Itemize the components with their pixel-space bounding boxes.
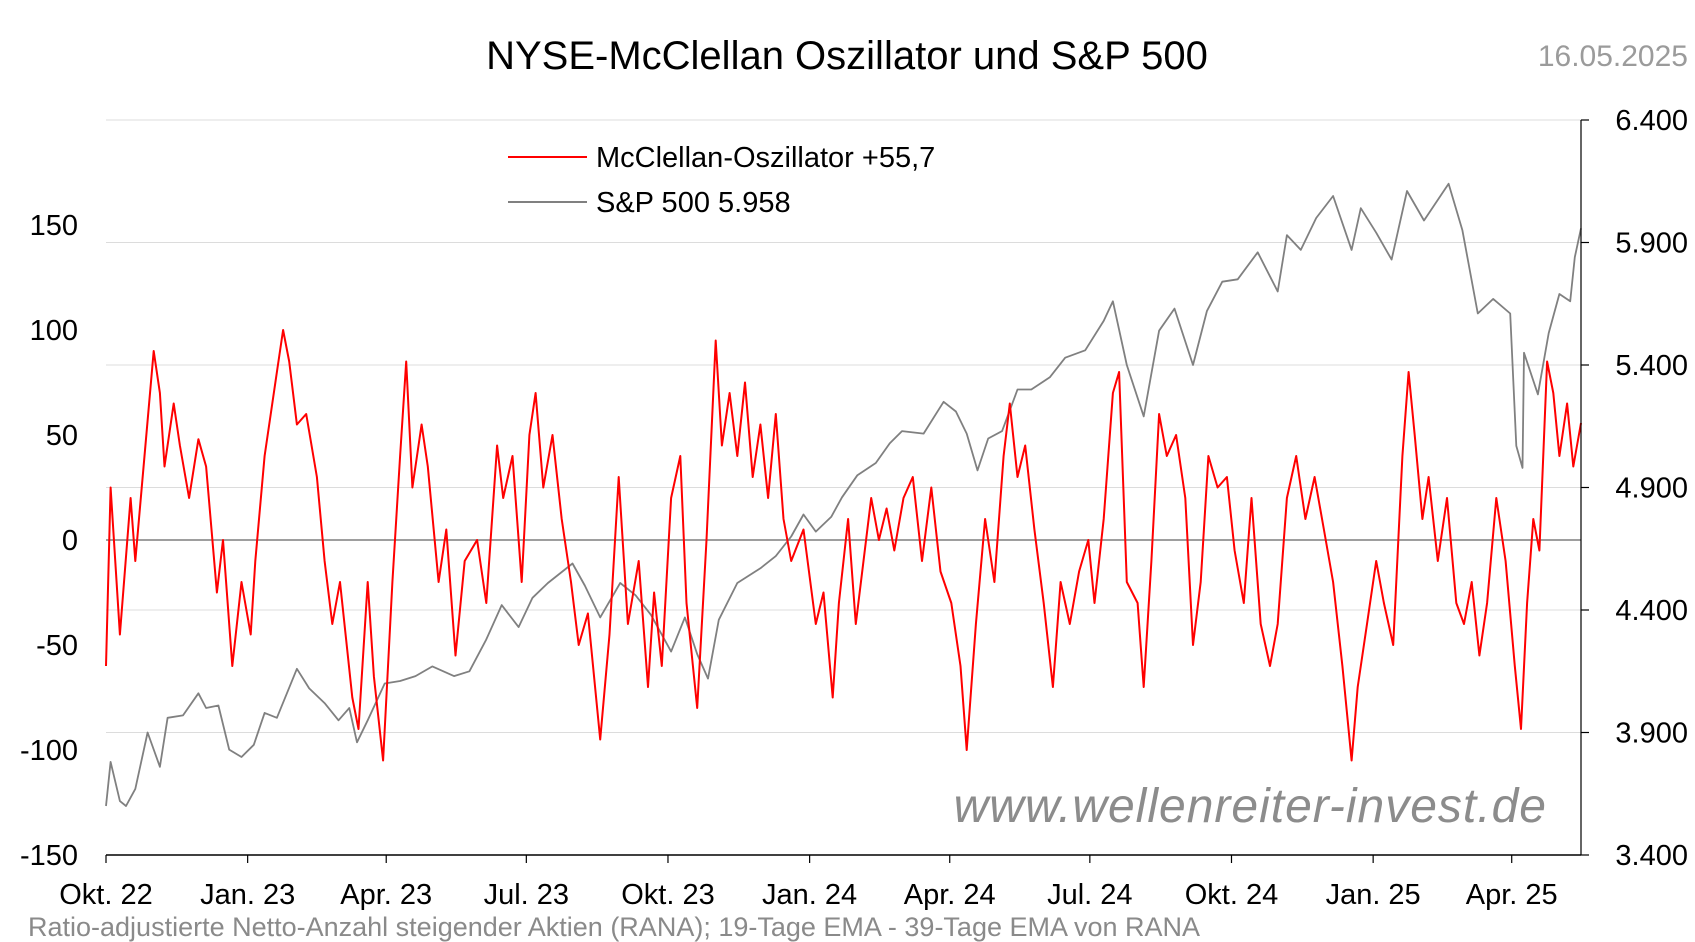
x-tick-label: Jan. 25	[1326, 879, 1421, 911]
x-tick-label: Apr. 24	[904, 879, 996, 911]
series-line-mcclellan	[105, 329, 1582, 762]
x-tick-label: Jul. 23	[484, 879, 569, 911]
x-tick-label: Apr. 25	[1466, 879, 1558, 911]
y-right-tick-label: 4.400	[1615, 595, 1688, 627]
y-right-tick-label: 5.400	[1615, 350, 1688, 382]
y-right-tick-label: 3.400	[1615, 840, 1688, 872]
x-tick-label: Jul. 24	[1047, 879, 1132, 911]
legend-label: McClellan-Oszillator +55,7	[596, 142, 935, 174]
x-tick-label: Okt. 22	[59, 879, 153, 911]
series-line-sp500	[105, 182, 1582, 807]
y-left-tick-label: -50	[36, 630, 78, 662]
y-left-tick-label: 50	[46, 420, 78, 452]
axes: Okt. 22 Jan. 23 Apr. 23 Jul. 23 Okt. 23 Jan. …	[20, 105, 1688, 911]
chart-date: 16.05.2025	[1538, 40, 1688, 73]
x-tick-label: Jan. 24	[762, 879, 857, 911]
chart-title: NYSE-McClellan Oszillator und S&P 500	[486, 34, 1208, 78]
x-tick-label: Apr. 23	[340, 879, 432, 911]
x-tick-label: Okt. 24	[1185, 879, 1279, 911]
x-tick-label: Okt. 23	[621, 879, 715, 911]
y-left-tick-label: 100	[30, 315, 78, 347]
gridlines	[106, 119, 1581, 733]
y-right-tick-label: 5.900	[1615, 228, 1688, 260]
legend-label: S&P 500 5.958	[596, 187, 791, 219]
y-left-tick-label: -150	[20, 840, 78, 872]
y-left-tick-label: -100	[20, 735, 78, 767]
watermark: www.wellenreiter-invest.de	[954, 780, 1547, 833]
y-right-tick-label: 6.400	[1615, 105, 1688, 137]
footnote: Ratio-adjustierte Netto-Anzahl steigende…	[28, 912, 1200, 942]
x-tick-label: Jan. 23	[200, 879, 295, 911]
y-right-tick-label: 3.900	[1615, 718, 1688, 750]
y-left-tick-label: 0	[62, 525, 78, 557]
y-right-tick-label: 4.900	[1615, 473, 1688, 505]
series-group	[105, 182, 1582, 807]
legend: McClellan-Oszillator +55,7 S&P 500 5.958	[508, 142, 935, 219]
y-left-tick-label: 150	[30, 210, 78, 242]
